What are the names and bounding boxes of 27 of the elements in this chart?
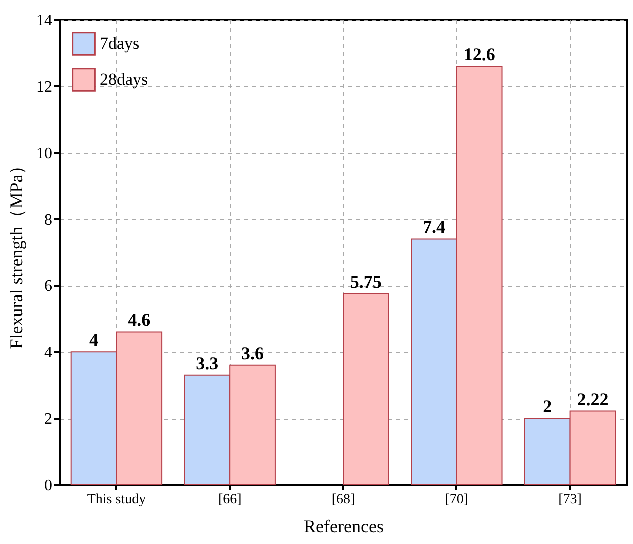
- data-label: 4.6: [128, 310, 151, 330]
- legend-label: 28days: [100, 70, 148, 89]
- data-label: 2.22: [577, 389, 609, 410]
- x-tick-label: This study: [87, 492, 146, 508]
- x-tick-label: [73]: [558, 492, 582, 508]
- y-tick-label: 4: [44, 344, 52, 362]
- y-tick-label: 0: [44, 478, 52, 494]
- x-tick-label: [70]: [445, 492, 469, 508]
- data-label: 2: [543, 396, 552, 417]
- legend-label: 7days: [100, 34, 140, 53]
- x-tick-label: [66]: [218, 492, 242, 508]
- y-tick-label: 2: [44, 411, 52, 428]
- y-tick-label: 8: [44, 212, 52, 229]
- data-label: 3.6: [242, 343, 264, 364]
- y-tick-label: 6: [44, 278, 52, 296]
- data-label: 4: [90, 330, 99, 350]
- x-tick-label: [68]: [332, 492, 356, 508]
- x-axis-title: References: [304, 516, 384, 536]
- data-label: 7.4: [422, 217, 446, 238]
- y-tick-label: 10: [36, 145, 52, 162]
- y-axis-title: Flexural strength（MPa）: [6, 156, 26, 350]
- data-label: 5.75: [350, 272, 382, 292]
- y-tick-label: 14: [36, 12, 52, 30]
- data-label: 12.6: [464, 44, 496, 64]
- y-tick-label: 12: [36, 78, 52, 96]
- data-label: 3.3: [196, 353, 219, 374]
- bar: [343, 294, 390, 486]
